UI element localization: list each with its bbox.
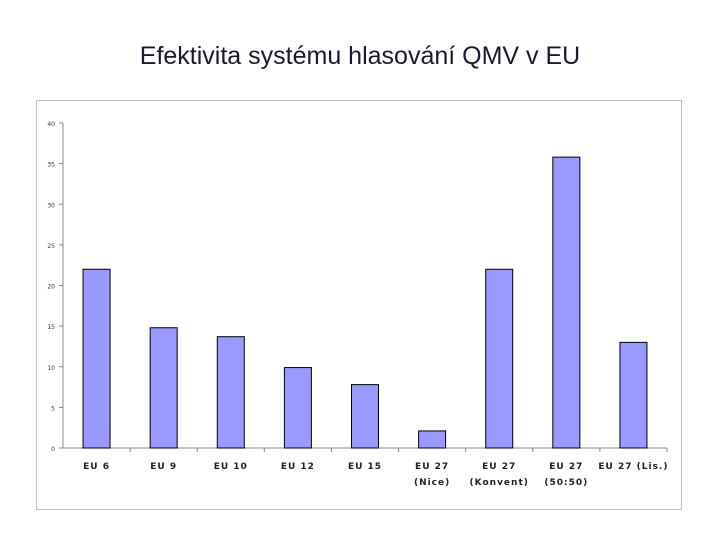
y-tick-label: 20 [47, 284, 55, 291]
x-tick-label: EU 27 [549, 462, 583, 472]
bar [418, 430, 447, 449]
bar [149, 327, 178, 449]
bar [552, 156, 581, 449]
x-tick-label: EU 10 [214, 462, 248, 472]
x-tick-label: EU 27 (Lis.) [598, 462, 668, 472]
x-tick-label: EU 15 [348, 462, 382, 472]
y-tick-label: 10 [47, 365, 55, 372]
bar [351, 384, 379, 449]
x-tick-label: EU 12 [281, 462, 315, 472]
bar [283, 367, 312, 449]
x-tick-label: (Konvent) [470, 478, 529, 488]
bar-chart: 0 5 10 15 20 25 30 35 40 EU 6 EU 9 EU 10 EU 12 EU 15 E… [47, 121, 668, 488]
y-tick-label: 0 [51, 446, 55, 453]
chart-frame: 0 5 10 15 20 25 30 35 40 EU 6 EU 9 EU 10 EU 12 EU 15 E… [36, 100, 682, 510]
x-tick-label: (50:50) [544, 478, 588, 488]
y-tick-label: 40 [47, 121, 55, 128]
y-tick-label: 30 [47, 202, 55, 209]
y-tick-label: 25 [47, 243, 55, 250]
bar [619, 341, 648, 449]
y-tick-label: 15 [47, 324, 55, 331]
y-tick-label: 5 [51, 405, 55, 412]
bar [216, 336, 245, 449]
y-tick-label: 35 [47, 162, 55, 169]
x-tick-label: EU 9 [150, 462, 177, 472]
x-tick-label: EU 27 [482, 462, 516, 472]
bar [82, 268, 111, 449]
bar [485, 268, 514, 449]
x-tick-label: (Nice) [414, 478, 450, 488]
slide-title: Efektivita systému hlasování QMV v EU [139, 42, 581, 70]
x-tick-label: EU 27 [415, 462, 449, 472]
x-tick-label: EU 6 [83, 462, 110, 472]
